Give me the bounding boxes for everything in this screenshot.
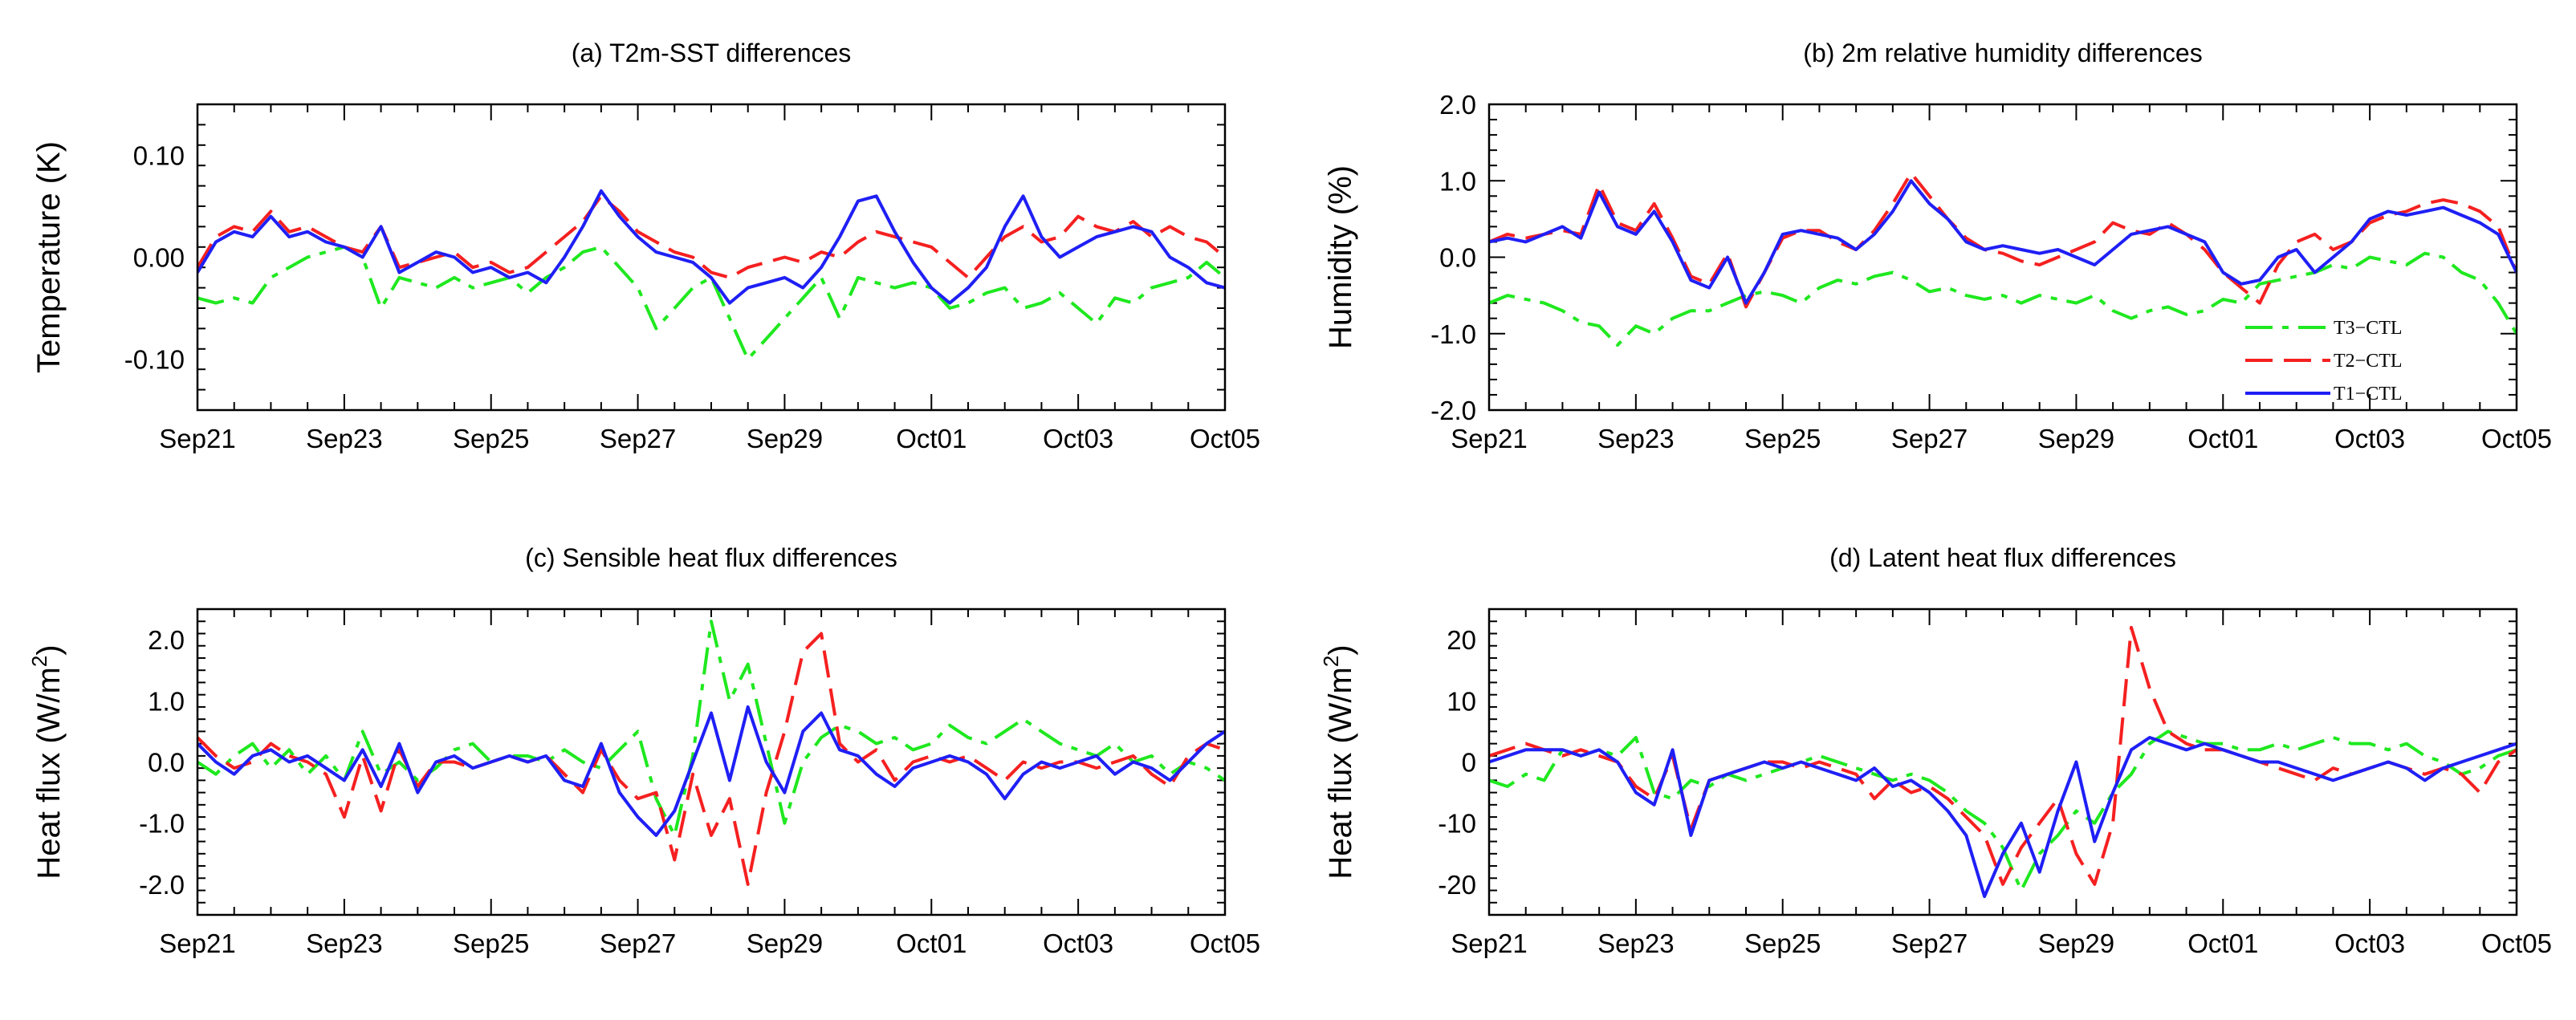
y-tick-label: 0.00 [133,243,185,273]
x-tick-label: Sep25 [1744,424,1821,453]
series-line-t3 [1489,251,2517,347]
y-tick-label: 2.0 [1439,90,1476,120]
y-tick-label: -0.10 [124,345,185,375]
y-tick-label: 0.10 [133,141,185,171]
x-tick-label: Sep27 [1891,929,1968,958]
x-tick-label: Oct01 [2187,424,2258,453]
y-axis-label: Humidity (%) [1323,165,1358,349]
y-axis-label: Temperature (K) [31,141,67,373]
y-axis-label: Heat flux (W/m2) [27,644,67,879]
x-tick-label: Oct03 [1043,424,1113,453]
legend-label: T1−CTL [2334,384,2403,404]
panel-title: (c) Sensible heat flux differences [525,543,897,572]
x-tick-label: Sep25 [1744,929,1821,958]
plot-frame [196,103,1227,412]
x-tick-label: Oct05 [2481,929,2552,958]
x-tick-label: Sep21 [159,424,235,453]
y-tick-label: 1.0 [1439,166,1476,196]
x-tick-label: Oct01 [896,929,967,958]
x-tick-label: Sep21 [159,929,235,958]
series-line-t2 [197,632,1225,886]
y-tick-label: 0.0 [148,748,185,778]
x-tick-label: Sep29 [2038,424,2114,453]
series-line-t2 [197,194,1225,279]
panel-title: (b) 2m relative humidity differences [1803,39,2202,67]
series-line-t1 [1489,179,2517,305]
x-tick-label: Sep29 [747,424,823,453]
series-line-t1 [197,705,1225,837]
x-tick-label: Oct01 [896,424,967,453]
series-line-t2 [1489,171,2517,309]
x-tick-label: Sep23 [1597,929,1674,958]
y-axis-label-close: ) [1323,644,1358,655]
x-tick-label: Sep27 [600,929,676,958]
y-tick-label: 10 [1447,686,1476,716]
x-tick-label: Sep23 [1597,424,1674,453]
y-axis-label-superscript: 2 [1319,656,1343,667]
panel-b: (b) 2m relative humidity differences Sep2… [1323,39,2552,453]
series-line-t3 [1489,729,2517,892]
y-tick-label: -10 [1438,809,1476,839]
x-tick-label: Sep25 [453,929,529,958]
legend-label: T2−CTL [2334,351,2403,372]
x-tick-label: Sep23 [306,424,382,453]
legend-label: T3−CTL [2334,318,2403,339]
y-axis-label-base: Heat flux (W/m [1323,667,1358,879]
plot-frame [1487,608,2518,916]
x-tick-label: Oct03 [1043,929,1113,958]
panel-title: (a) T2m-SST differences [572,39,852,67]
series-line-t1 [1489,736,2517,899]
plot-frame [196,608,1227,916]
x-tick-label: Sep27 [1891,424,1968,453]
y-tick-label: 0.0 [1439,243,1476,273]
x-tick-label: Oct05 [2481,424,2552,453]
y-tick-label: 1.0 [148,686,185,716]
y-tick-label: -1.0 [1430,319,1476,349]
y-tick-label: 20 [1447,625,1476,655]
series-line-t3 [197,620,1225,837]
series-line-t1 [197,189,1225,305]
y-tick-label: -2.0 [139,870,185,900]
y-tick-label: 2.0 [148,625,185,655]
x-tick-label: Sep27 [600,424,676,453]
x-tick-label: Oct01 [2187,929,2258,958]
y-axis-label: Heat flux (W/m2) [1319,644,1358,879]
x-tick-label: Oct05 [1190,424,1260,453]
x-tick-label: Oct03 [2334,929,2405,958]
panel-title: (d) Latent heat flux differences [1829,543,2176,572]
y-axis-label-close: ) [31,644,67,655]
y-axis-label-base: Heat flux (W/m [31,667,67,879]
y-tick-label: -1.0 [139,809,185,839]
x-tick-label: Sep25 [453,424,529,453]
x-tick-label: Sep29 [747,929,823,958]
y-tick-label: 0 [1462,748,1476,778]
plot-frame [1487,103,2518,412]
series-line-t3 [197,245,1225,361]
x-tick-label: Oct05 [1190,929,1260,958]
x-tick-label: Sep21 [1451,929,1527,958]
panel-a: (a) T2m-SST differences Sep21 Sep23 Sep25 Se… [31,39,1260,453]
y-tick-label: -2.0 [1430,396,1476,425]
y-tick-label: -20 [1438,870,1476,900]
panel-d: (d) Latent heat flux differences Sep21 Sep… [1319,543,2552,958]
panel-c: (c) Sensible heat flux differences Sep21 S… [27,543,1260,958]
legend: T3−CTL T2−CTL T1−CTL [2245,318,2403,404]
x-tick-label: Sep29 [2038,929,2114,958]
x-tick-label: Sep23 [306,929,382,958]
y-axis-label-superscript: 2 [27,656,51,667]
x-tick-label: Sep21 [1451,424,1527,453]
x-tick-label: Oct03 [2334,424,2405,453]
